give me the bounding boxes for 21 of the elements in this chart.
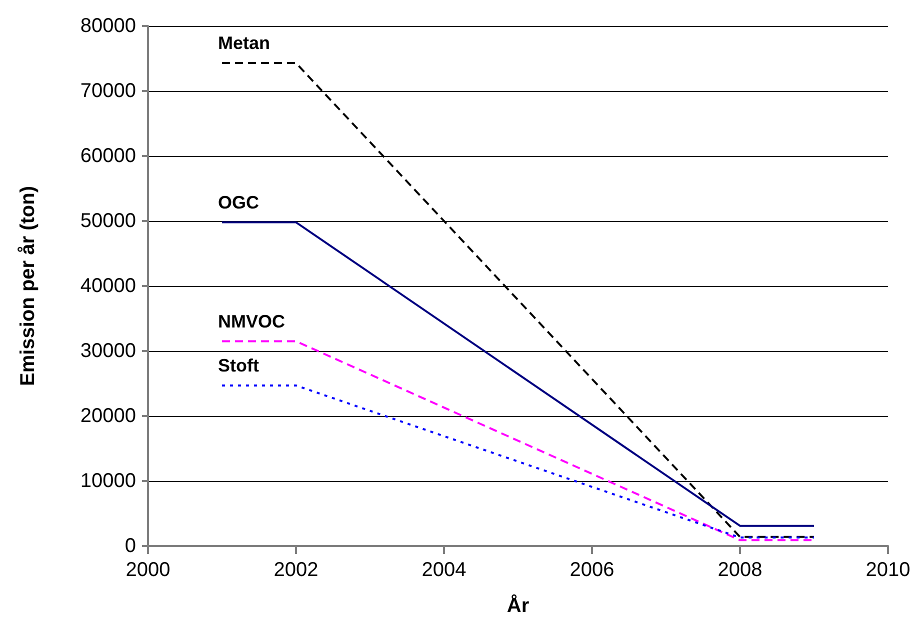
y-tick-label: 0: [124, 535, 136, 557]
x-tick-label: 2006: [570, 559, 614, 581]
y-tick-label: 20000: [80, 405, 136, 427]
y-axis-title: Emission per år (ton): [17, 186, 39, 386]
x-tick-label: 2000: [126, 559, 170, 581]
y-tick-label: 60000: [80, 145, 136, 167]
y-tick-label: 40000: [80, 275, 136, 297]
y-tick-label: 10000: [80, 470, 136, 492]
x-tick-label: 2004: [422, 559, 466, 581]
series-label: OGC: [218, 192, 260, 212]
y-tick-label: 80000: [80, 15, 136, 37]
x-tick-label: 2002: [274, 559, 318, 581]
y-tick-label: 50000: [80, 210, 136, 232]
x-tick-label: 2010: [866, 559, 910, 581]
series-label: Metan: [218, 33, 270, 54]
x-axis-title: År: [506, 594, 530, 617]
y-tick-label: 30000: [80, 340, 136, 362]
series-label: NMVOC: [218, 311, 285, 332]
x-tick-label: 2008: [718, 559, 762, 581]
series-label: Stoft: [218, 355, 259, 376]
y-tick-label: 70000: [80, 80, 136, 102]
